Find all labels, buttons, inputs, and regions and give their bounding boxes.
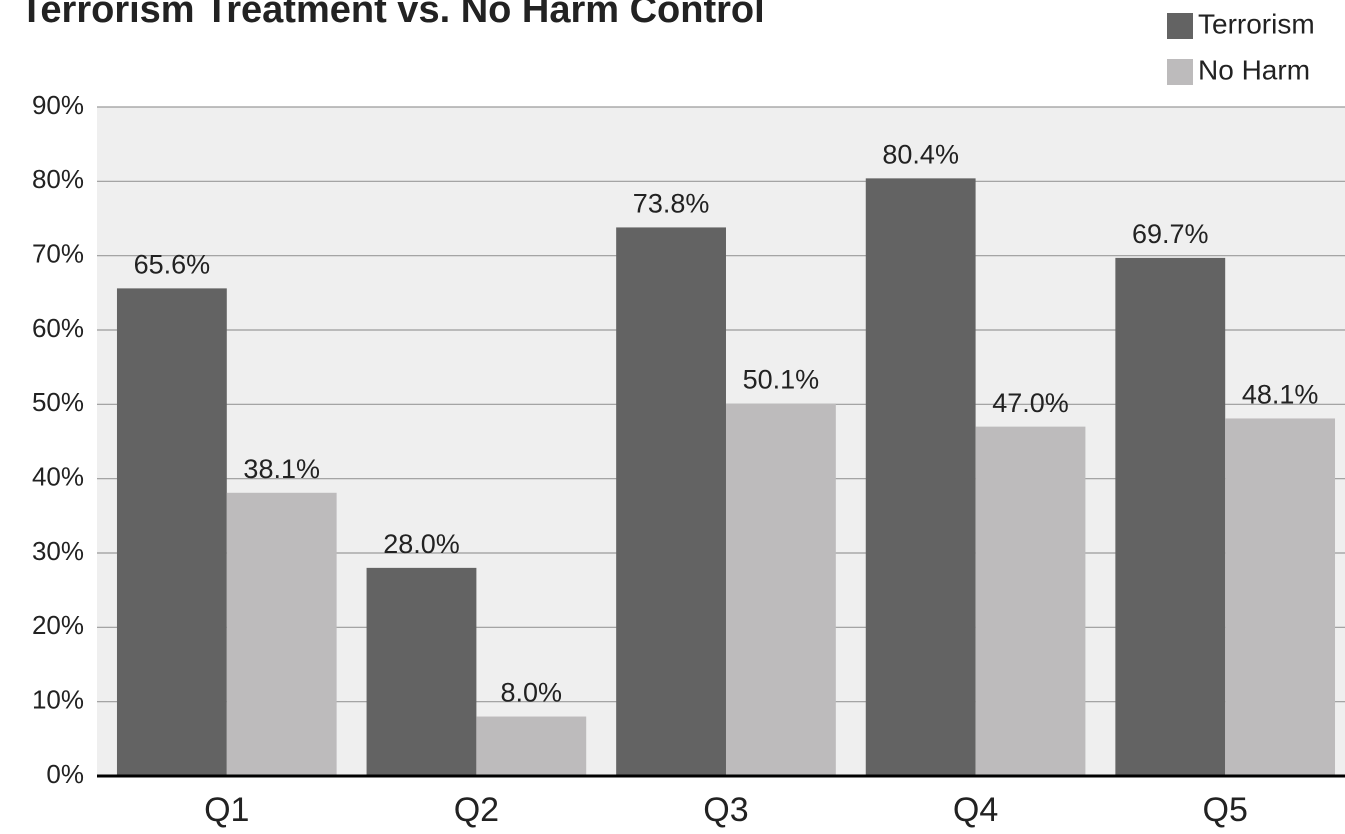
bar	[1115, 257, 1226, 776]
value-label: 28.0%	[383, 529, 460, 559]
bar	[366, 567, 477, 776]
y-tick-label: 20%	[32, 610, 84, 640]
y-tick-label: 60%	[32, 313, 84, 343]
y-tick-label: 30%	[32, 536, 84, 566]
legend-label: No Harm	[1198, 54, 1310, 85]
y-tick-label: 90%	[32, 90, 84, 120]
y-tick-label: 10%	[32, 685, 84, 715]
chart-title: Terrorism Treatment vs. No Harm Control	[20, 0, 765, 31]
bar	[725, 403, 836, 776]
x-tick-label: Q4	[953, 791, 998, 829]
y-tick-label: 0%	[46, 759, 84, 789]
value-label: 80.4%	[882, 139, 959, 169]
value-label: 50.1%	[743, 365, 820, 395]
value-label: 47.0%	[992, 388, 1069, 418]
y-tick-label: 80%	[32, 164, 84, 194]
y-tick-label: 50%	[32, 387, 84, 417]
x-tick-label: Q1	[204, 791, 249, 829]
bar	[226, 492, 337, 776]
bar	[865, 178, 976, 777]
value-label: 73.8%	[633, 189, 710, 219]
bar	[616, 227, 726, 777]
value-label: 8.0%	[501, 678, 563, 708]
x-tick-label: Q5	[1203, 791, 1248, 829]
bar	[975, 426, 1086, 776]
bar	[1225, 418, 1336, 776]
bar	[476, 716, 587, 776]
value-label: 38.1%	[243, 454, 320, 484]
bar	[116, 288, 227, 776]
legend-label: Terrorism	[1198, 8, 1315, 39]
y-tick-label: 70%	[32, 239, 84, 269]
value-label: 65.6%	[134, 249, 211, 279]
value-label: 48.1%	[1242, 380, 1319, 410]
x-tick-label: Q3	[703, 791, 748, 829]
y-tick-label: 40%	[32, 462, 84, 492]
legend-swatch	[1167, 13, 1193, 39]
legend-swatch	[1167, 59, 1193, 85]
value-label: 69.7%	[1132, 219, 1209, 249]
x-tick-label: Q2	[454, 791, 499, 829]
